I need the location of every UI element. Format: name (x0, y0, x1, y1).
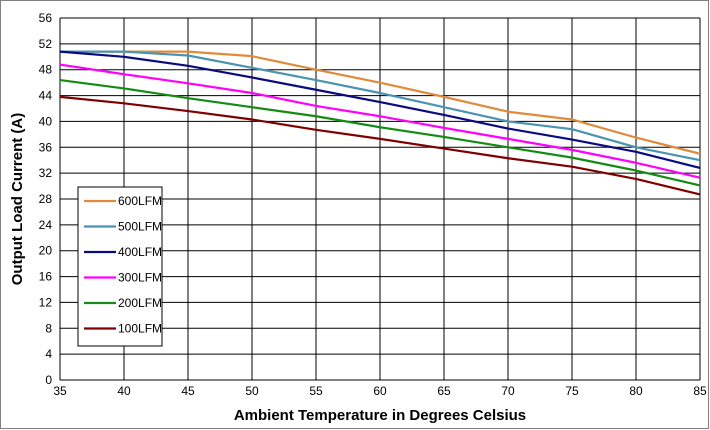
y-tick-label: 16 (39, 270, 53, 284)
series-line-600lfm (60, 50, 701, 155)
series-line-400lfm (59, 50, 701, 170)
series-line-300lfm (59, 63, 701, 179)
tick-labels: 35 40 45 50 55 60 65 70 75 80 85048121620242832364… (39, 11, 707, 398)
legend-box (77, 186, 163, 347)
y-tick-label: 12 (39, 295, 53, 309)
series-line-100lfm (59, 95, 701, 196)
grid (59, 17, 701, 381)
y-axis-title: Output Load Current (A) (9, 113, 26, 285)
y-tick-label: 40 (39, 114, 53, 128)
y-tick-label: 8 (45, 321, 52, 335)
y-tick-label: 24 (39, 218, 53, 232)
y-tick-label: 44 (39, 89, 53, 103)
legend-label: 100LFM (118, 322, 162, 336)
legend-label: 400LFM (118, 245, 162, 259)
series-lines (59, 50, 701, 196)
x-axis-title: Ambient Temperature in Degrees Celsius (234, 407, 526, 424)
y-tick-label: 0 (45, 373, 52, 387)
x-tick-label: 70 (501, 384, 515, 398)
x-tick-label: 75 (565, 384, 579, 398)
x-tick-label: 80 (629, 384, 643, 398)
legend-label: 200LFM (118, 296, 162, 310)
y-tick-label: 20 (39, 244, 53, 258)
legend-label: 300LFM (118, 271, 162, 285)
x-tick-label: 40 (117, 384, 131, 398)
x-tick-label: 50 (245, 384, 259, 398)
x-tick-label: 45 (181, 384, 195, 398)
y-tick-label: 56 (39, 11, 53, 25)
legend-label: 600LFM (118, 194, 162, 208)
y-tick-label: 52 (39, 37, 53, 51)
legend-label: 500LFM (118, 220, 162, 234)
x-tick-label: 85 (693, 384, 707, 398)
x-tick-label: 55 (309, 384, 323, 398)
y-tick-label: 36 (39, 140, 53, 154)
x-tick-label: 65 (437, 384, 451, 398)
x-tick-label: 35 (53, 384, 67, 398)
y-tick-label: 32 (39, 166, 53, 180)
y-tick-label: 4 (45, 347, 52, 361)
series-line-200lfm (59, 78, 701, 187)
y-tick-label: 28 (39, 192, 53, 206)
series-line-500lfm (60, 50, 701, 162)
x-tick-label: 60 (373, 384, 387, 398)
y-tick-label: 48 (39, 63, 53, 77)
legend: 600LFM 500LFM 400LFM 300LFM 200LFM 100LFM (77, 186, 163, 347)
